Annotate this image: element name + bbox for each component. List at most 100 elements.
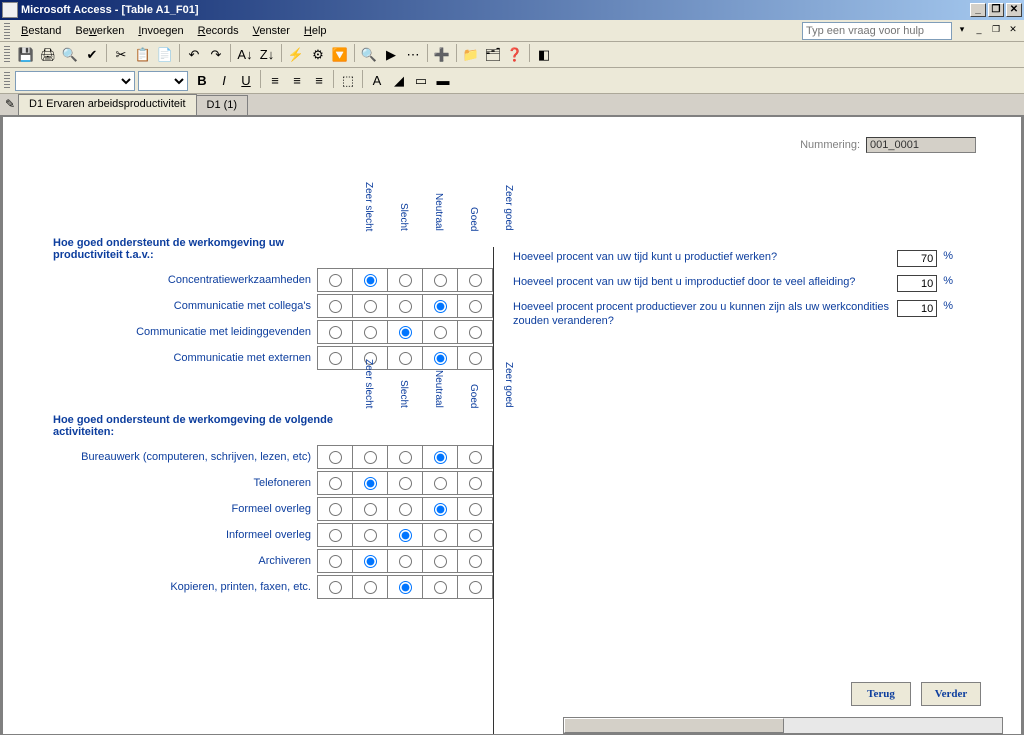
mdi-close[interactable]: ✕ bbox=[1006, 24, 1020, 38]
radio-option[interactable] bbox=[329, 274, 342, 287]
percent-input[interactable] bbox=[897, 275, 937, 292]
radio-option[interactable] bbox=[399, 274, 412, 287]
radio-option[interactable] bbox=[469, 274, 482, 287]
radio-option[interactable] bbox=[469, 529, 482, 542]
next-button[interactable]: Verder bbox=[921, 682, 981, 706]
radio-option[interactable] bbox=[399, 581, 412, 594]
help-dropdown[interactable]: ▾ bbox=[955, 24, 969, 38]
format-btn-7[interactable]: A bbox=[366, 70, 388, 92]
menubar-grip[interactable] bbox=[4, 23, 10, 39]
toolbar-btn-7[interactable]: ↶ bbox=[183, 44, 205, 66]
mdi-minimize[interactable]: _ bbox=[972, 24, 986, 38]
radio-option[interactable] bbox=[364, 529, 377, 542]
radio-option[interactable] bbox=[434, 529, 447, 542]
radio-option[interactable] bbox=[469, 326, 482, 339]
radio-option[interactable] bbox=[469, 503, 482, 516]
radio-option[interactable] bbox=[329, 300, 342, 313]
format-btn-2[interactable]: U bbox=[235, 70, 257, 92]
tab-d1-productiviteit[interactable]: D1 Ervaren arbeidsproductiviteit bbox=[18, 94, 197, 115]
format-btn-0[interactable]: B bbox=[191, 70, 213, 92]
percent-input[interactable] bbox=[897, 300, 937, 317]
toolbar-btn-5[interactable]: 📋 bbox=[132, 44, 154, 66]
radio-option[interactable] bbox=[364, 451, 377, 464]
format-btn-9[interactable]: ▭ bbox=[410, 70, 432, 92]
toolbar-btn-11[interactable]: ⚡ bbox=[285, 44, 307, 66]
mdi-restore[interactable]: ❐ bbox=[989, 24, 1003, 38]
radio-option[interactable] bbox=[329, 555, 342, 568]
radio-option[interactable] bbox=[434, 555, 447, 568]
scrollbar-thumb[interactable] bbox=[564, 718, 784, 733]
font-selector[interactable] bbox=[15, 71, 135, 91]
radio-option[interactable] bbox=[434, 451, 447, 464]
percent-input[interactable] bbox=[897, 250, 937, 267]
toolbar-btn-12[interactable]: ⚙ bbox=[307, 44, 329, 66]
radio-option[interactable] bbox=[399, 477, 412, 490]
toolbar-btn-20[interactable]: ❓ bbox=[504, 44, 526, 66]
format-btn-1[interactable]: I bbox=[213, 70, 235, 92]
radio-option[interactable] bbox=[434, 503, 447, 516]
toolbar-btn-2[interactable]: 🔍 bbox=[59, 44, 81, 66]
format-btn-6[interactable]: ⬚ bbox=[337, 70, 359, 92]
toolbar-btn-10[interactable]: Z↓ bbox=[256, 44, 278, 66]
toolbar-btn-8[interactable]: ↷ bbox=[205, 44, 227, 66]
radio-option[interactable] bbox=[469, 451, 482, 464]
toolbar-btn-4[interactable]: ✂ bbox=[110, 44, 132, 66]
toolbar-btn-3[interactable]: ✔ bbox=[81, 44, 103, 66]
radio-option[interactable] bbox=[329, 529, 342, 542]
radio-option[interactable] bbox=[329, 326, 342, 339]
radio-option[interactable] bbox=[329, 503, 342, 516]
radio-option[interactable] bbox=[434, 274, 447, 287]
toolbar-btn-1[interactable]: 🖨 bbox=[37, 44, 59, 66]
menu-records[interactable]: Records bbox=[191, 23, 246, 39]
toolbar-btn-21[interactable]: ◧ bbox=[533, 44, 555, 66]
radio-option[interactable] bbox=[364, 477, 377, 490]
menu-bewerken[interactable]: Bewerken bbox=[68, 23, 131, 39]
toolbar-btn-0[interactable]: 💾 bbox=[15, 44, 37, 66]
radio-option[interactable] bbox=[469, 300, 482, 313]
toolbar-grip[interactable] bbox=[4, 46, 10, 64]
fontsize-selector[interactable] bbox=[138, 71, 188, 91]
tab-d1-1[interactable]: D1 (1) bbox=[196, 95, 249, 115]
toolbar-btn-6[interactable]: 📄 bbox=[154, 44, 176, 66]
radio-option[interactable] bbox=[399, 300, 412, 313]
radio-option[interactable] bbox=[329, 581, 342, 594]
radio-option[interactable] bbox=[469, 581, 482, 594]
radio-option[interactable] bbox=[434, 477, 447, 490]
toolbar-btn-16[interactable]: ⋯ bbox=[402, 44, 424, 66]
menu-venster[interactable]: Venster bbox=[246, 23, 297, 39]
radio-option[interactable] bbox=[469, 555, 482, 568]
radio-option[interactable] bbox=[329, 352, 342, 365]
radio-option[interactable] bbox=[399, 451, 412, 464]
format-btn-10[interactable]: ▬ bbox=[432, 70, 454, 92]
radio-option[interactable] bbox=[399, 503, 412, 516]
help-search-input[interactable] bbox=[802, 22, 952, 40]
minimize-button[interactable]: _ bbox=[970, 3, 986, 17]
toolbar-btn-13[interactable]: 🔽 bbox=[329, 44, 351, 66]
toolbar-btn-15[interactable]: ▶ bbox=[380, 44, 402, 66]
format-btn-4[interactable]: ≡ bbox=[286, 70, 308, 92]
menu-help[interactable]: Help bbox=[297, 23, 334, 39]
radio-option[interactable] bbox=[399, 555, 412, 568]
toolbar-btn-19[interactable]: 🗂 bbox=[482, 44, 504, 66]
back-button[interactable]: Terug bbox=[851, 682, 911, 706]
maximize-button[interactable]: ❐ bbox=[988, 3, 1004, 17]
toolbar-btn-17[interactable]: ➕ bbox=[431, 44, 453, 66]
radio-option[interactable] bbox=[364, 326, 377, 339]
radio-option[interactable] bbox=[469, 477, 482, 490]
radio-option[interactable] bbox=[434, 326, 447, 339]
toolbar-btn-14[interactable]: 🔍 bbox=[358, 44, 380, 66]
format-btn-5[interactable]: ≡ bbox=[308, 70, 330, 92]
radio-option[interactable] bbox=[364, 555, 377, 568]
close-button[interactable]: ✕ bbox=[1006, 3, 1022, 17]
horizontal-scrollbar[interactable] bbox=[563, 717, 1003, 734]
menu-bestand[interactable]: Bestand bbox=[14, 23, 68, 39]
radio-option[interactable] bbox=[399, 326, 412, 339]
format-btn-8[interactable]: ◢ bbox=[388, 70, 410, 92]
radio-option[interactable] bbox=[434, 300, 447, 313]
radio-option[interactable] bbox=[364, 581, 377, 594]
toolbar-btn-9[interactable]: A↓ bbox=[234, 44, 256, 66]
radio-option[interactable] bbox=[364, 300, 377, 313]
toolbar-btn-18[interactable]: 📁 bbox=[460, 44, 482, 66]
format-btn-3[interactable]: ≡ bbox=[264, 70, 286, 92]
radio-option[interactable] bbox=[434, 581, 447, 594]
